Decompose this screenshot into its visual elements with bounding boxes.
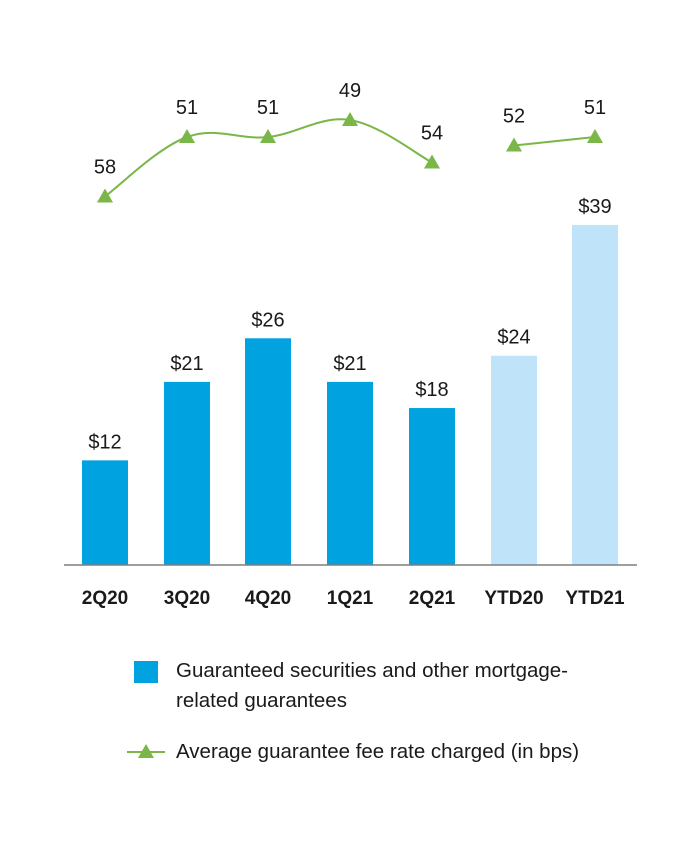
bar-ytd21 bbox=[572, 224, 618, 566]
fee-rate-label-2q20: 58 bbox=[94, 157, 116, 179]
fee-rate-line-layer: 58 51 51 49 54 52 51 bbox=[94, 80, 606, 203]
bar-1q21 bbox=[327, 381, 373, 565]
x-tick-label-4q20: 4Q20 bbox=[245, 588, 291, 609]
bar-value-label-ytd21: $39 bbox=[578, 196, 611, 218]
tick-label-layer: 2Q20 3Q20 4Q20 1Q21 2Q21 YTD20 YTD21 bbox=[82, 588, 625, 609]
fee-rate-label-2q21: 54 bbox=[421, 123, 443, 145]
fee-rate-marker-4q20 bbox=[260, 129, 276, 143]
bar-ytd20 bbox=[491, 355, 537, 565]
bar-layer: $12 $21 $26 $21 $18 $24 $39 bbox=[82, 196, 618, 566]
fee-rate-label-ytd20: 52 bbox=[503, 106, 525, 128]
fee-rate-marker-2q21 bbox=[424, 154, 440, 169]
bar-2q20 bbox=[82, 460, 128, 565]
fee-rate-marker-2q20 bbox=[97, 188, 113, 203]
fee-rate-label-ytd21: 51 bbox=[584, 97, 606, 119]
bar-value-label-2q20: $12 bbox=[88, 431, 121, 453]
bar-2q21 bbox=[409, 408, 455, 565]
bar-3q20 bbox=[164, 381, 210, 565]
x-tick-label-3q20: 3Q20 bbox=[164, 588, 210, 609]
fee-rate-marker-ytd20 bbox=[506, 137, 522, 152]
x-tick-label-2q21: 2Q21 bbox=[409, 588, 456, 609]
fee-rate-marker-1q21 bbox=[342, 112, 358, 126]
x-tick-label-ytd20: YTD20 bbox=[484, 588, 543, 609]
fee-rate-marker-ytd21 bbox=[587, 129, 603, 143]
bar-value-label-3q20: $21 bbox=[170, 353, 203, 375]
x-tick-label-2q20: 2Q20 bbox=[82, 588, 128, 609]
fee-rate-line-segment-2 bbox=[513, 136, 596, 147]
fee-rate-label-4q20: 51 bbox=[257, 97, 279, 119]
fee-rate-label-3q20: 51 bbox=[176, 97, 198, 119]
bar-value-label-ytd20: $24 bbox=[497, 327, 530, 349]
x-tick-label-1q21: 1Q21 bbox=[327, 588, 374, 609]
bar-value-label-2q21: $18 bbox=[415, 379, 448, 401]
bar-4q20 bbox=[245, 338, 291, 565]
fee-rate-marker-3q20 bbox=[179, 129, 195, 143]
x-tick-label-ytd21: YTD21 bbox=[565, 588, 625, 609]
bar-value-label-4q20: $26 bbox=[251, 309, 284, 331]
fee-rate-label-1q21: 49 bbox=[339, 80, 361, 102]
bar-value-label-1q21: $21 bbox=[333, 353, 366, 375]
